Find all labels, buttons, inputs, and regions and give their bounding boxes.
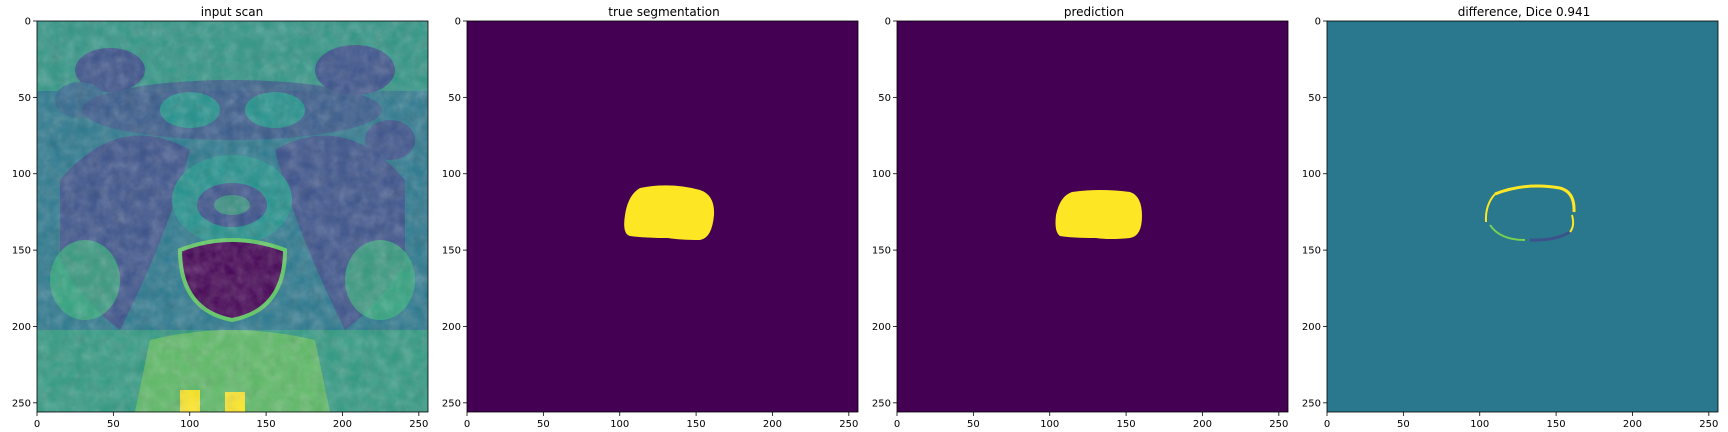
panel-input-scan: input scan [36, 5, 429, 413]
x-tick-label: 0 [464, 419, 470, 430]
mri-image [37, 21, 428, 412]
mask-background [897, 21, 1288, 412]
y-tick-label: 250 [12, 398, 31, 409]
y-tick-label: 150 [12, 246, 31, 257]
y-tick-label: 0 [25, 17, 31, 28]
y-tick-label: 50 [1308, 93, 1321, 104]
true-mask-region [624, 185, 715, 240]
panel-difference: difference, Dice 0.941 [1326, 5, 1719, 413]
y-tick-label: 200 [1302, 322, 1321, 333]
y-tick-label: 250 [442, 398, 461, 409]
predicted-mask-region [1055, 190, 1142, 239]
y-tick-label: 150 [1302, 246, 1321, 257]
x-tick-label: 200 [763, 419, 782, 430]
x-tick-label: 150 [257, 419, 276, 430]
plot-frame [36, 20, 429, 413]
y-tick-label: 150 [442, 246, 461, 257]
y-tick-label: 250 [872, 398, 891, 409]
y-tick-label: 0 [885, 17, 891, 28]
y-tick-label: 200 [872, 322, 891, 333]
y-tick-label: 50 [878, 93, 891, 104]
mask-background [467, 21, 858, 412]
x-tick-label: 100 [1040, 419, 1059, 430]
x-tick-label: 250 [1699, 419, 1718, 430]
y-tick-label: 200 [12, 322, 31, 333]
x-tick-label: 250 [1269, 419, 1288, 430]
y-tick-label: 50 [18, 93, 31, 104]
x-tick-label: 150 [687, 419, 706, 430]
x-tick-label: 250 [409, 419, 428, 430]
panel-title-input-scan: input scan [201, 5, 264, 19]
x-tick-label: 0 [34, 419, 40, 430]
y-tick-label: 250 [1302, 398, 1321, 409]
x-tick-label: 50 [537, 419, 550, 430]
x-tick-label: 0 [894, 419, 900, 430]
panel-title-true-segmentation: true segmentation [608, 5, 719, 19]
x-tick-label: 150 [1117, 419, 1136, 430]
plot-frame [896, 20, 1289, 413]
x-tick-label: 250 [839, 419, 858, 430]
y-tick-label: 200 [442, 322, 461, 333]
y-tick-label: 150 [872, 246, 891, 257]
x-tick-label: 50 [107, 419, 120, 430]
difference-contour [1484, 184, 1576, 242]
x-tick-label: 50 [967, 419, 980, 430]
y-tick-label: 50 [448, 93, 461, 104]
x-tick-label: 50 [1397, 419, 1410, 430]
panel-prediction: prediction [896, 5, 1289, 413]
x-tick-label: 200 [1193, 419, 1212, 430]
x-tick-label: 100 [180, 419, 199, 430]
y-tick-label: 100 [872, 169, 891, 180]
x-tick-label: 200 [1623, 419, 1642, 430]
panel-title-prediction: prediction [1064, 5, 1124, 19]
x-tick-label: 0 [1324, 419, 1330, 430]
x-tick-label: 100 [1470, 419, 1489, 430]
y-tick-label: 100 [1302, 169, 1321, 180]
y-tick-label: 0 [455, 17, 461, 28]
y-tick-label: 100 [12, 169, 31, 180]
panel-title-difference: difference, Dice 0.941 [1458, 5, 1591, 19]
x-tick-label: 200 [333, 419, 352, 430]
plot-frame [466, 20, 859, 413]
y-tick-label: 100 [442, 169, 461, 180]
x-tick-label: 100 [610, 419, 629, 430]
panel-true-segmentation: true segmentation [466, 5, 859, 413]
y-tick-label: 0 [1315, 17, 1321, 28]
x-tick-label: 150 [1547, 419, 1566, 430]
plot-frame [1326, 20, 1719, 413]
difference-background [1327, 21, 1718, 412]
